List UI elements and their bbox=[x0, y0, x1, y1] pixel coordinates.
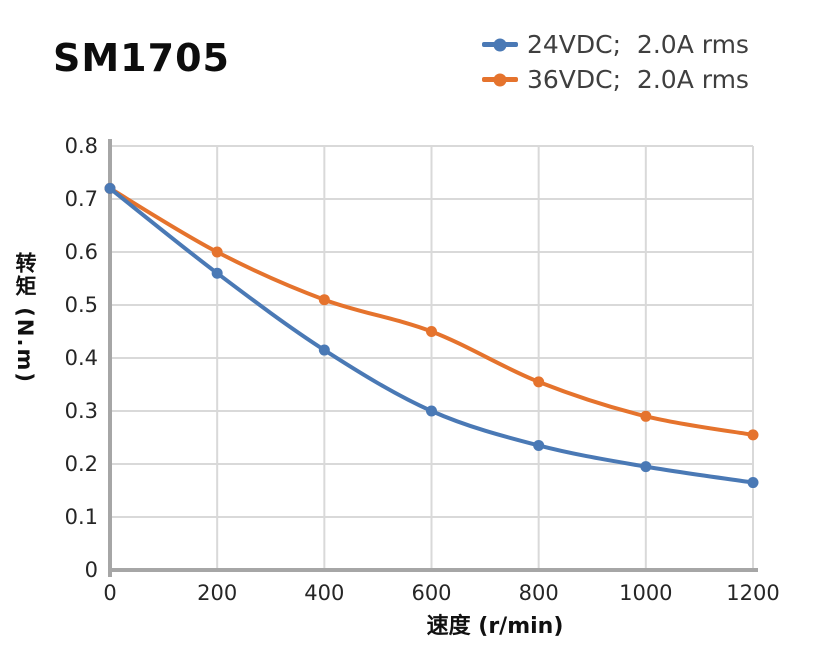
x-tick-label: 800 bbox=[519, 581, 559, 605]
x-tick-label: 200 bbox=[197, 581, 237, 605]
y-tick-label: 0.2 bbox=[65, 452, 98, 476]
series-marker-24vdc bbox=[640, 461, 652, 473]
x-tick-label: 1000 bbox=[619, 581, 672, 605]
series-marker-24vdc bbox=[533, 439, 545, 451]
y-tick-label: 0.1 bbox=[65, 505, 98, 529]
series-marker-36vdc bbox=[747, 429, 759, 441]
x-tick-label: 600 bbox=[411, 581, 451, 605]
series-marker-36vdc bbox=[533, 376, 545, 388]
y-tick-label: 0 bbox=[85, 558, 98, 582]
x-tick-label: 0 bbox=[103, 581, 116, 605]
y-tick-label: 0.7 bbox=[65, 187, 98, 211]
y-tick-label: 0.5 bbox=[65, 293, 98, 317]
series-marker-36vdc bbox=[318, 294, 330, 306]
legend-line-dot-icon-36vdc bbox=[482, 73, 518, 86]
x-tick-label: 400 bbox=[304, 581, 344, 605]
legend-label-36vdc: 36VDC; 2.0A rms bbox=[527, 65, 749, 94]
legend-label-24vdc: 24VDC; 2.0A rms bbox=[527, 30, 749, 59]
y-tick-label: 0.6 bbox=[65, 240, 98, 264]
series-marker-24vdc bbox=[426, 405, 437, 417]
series-marker-36vdc bbox=[640, 410, 652, 422]
legend-line-dot-icon-24vdc bbox=[482, 38, 518, 51]
x-axis-label: 速度 (r/min) bbox=[426, 614, 564, 639]
series-marker-24vdc bbox=[318, 344, 330, 356]
x-tick-label: 1200 bbox=[726, 581, 779, 605]
legend-item-36vdc: 36VDC; 2.0A rms bbox=[482, 63, 749, 96]
series-marker-36vdc bbox=[211, 246, 223, 258]
series-marker-24vdc bbox=[747, 477, 759, 489]
series-marker-24vdc bbox=[104, 182, 116, 194]
y-axis-label: 转矩 (N.m) bbox=[13, 252, 37, 384]
y-tick-label: 0.8 bbox=[65, 134, 98, 158]
legend-item-24vdc: 24VDC; 2.0A rms bbox=[482, 28, 749, 61]
y-tick-label: 0.3 bbox=[65, 399, 98, 423]
series-marker-36vdc bbox=[426, 326, 437, 337]
series-marker-24vdc bbox=[211, 267, 223, 279]
chart-title: SM1705 bbox=[53, 36, 230, 80]
legend: 24VDC; 2.0A rms 36VDC; 2.0A rms bbox=[482, 28, 749, 96]
y-tick-label: 0.4 bbox=[65, 346, 98, 370]
